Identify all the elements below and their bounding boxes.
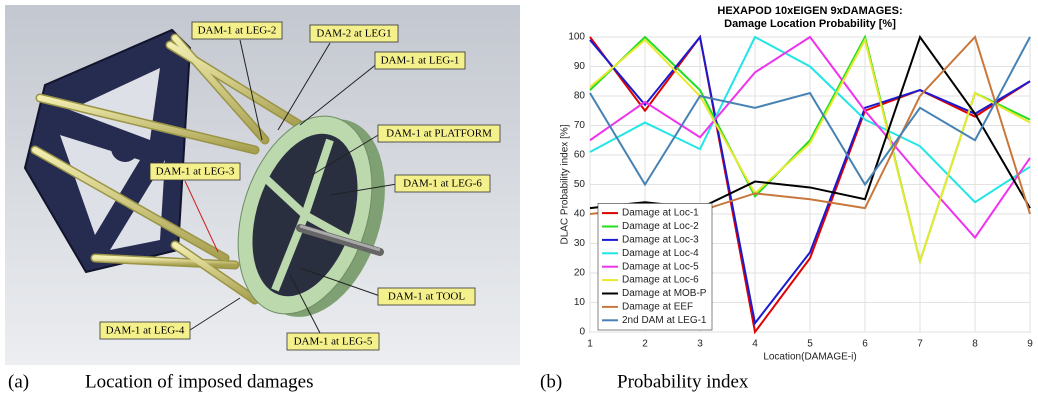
caption-tag: (b) [540, 371, 562, 392]
legend-label: Damage at Loc-4 [622, 248, 699, 259]
damage-label: DAM-1 at LEG-1 [381, 55, 460, 67]
legend-label: Damage at Loc-1 [622, 208, 699, 219]
x-tick-label: 8 [972, 339, 978, 350]
damage-label: DAM-1 at LEG-5 [294, 336, 373, 348]
x-tick-label: 3 [697, 339, 703, 350]
x-tick-label: 1 [587, 339, 593, 350]
y-tick-label: 30 [574, 238, 586, 249]
damage-label: DAM-1 at LEG-6 [403, 178, 482, 190]
x-tick-label: 9 [1027, 339, 1033, 350]
y-tick-label: 70 [574, 120, 586, 131]
damage-label: DAM-1 at LEG-4 [106, 325, 185, 337]
x-axis-label: Location(DAMAGE-i) [763, 352, 856, 363]
damage-label: DAM-1 at PLATFORM [386, 128, 492, 140]
damage-label: DAM-1 at LEG-3 [156, 166, 235, 178]
legend-label: Damage at MOB-P [622, 288, 707, 299]
x-tick-label: 5 [807, 339, 813, 350]
legend-label: Damage at EEF [622, 302, 693, 313]
legend-label: Damage at Loc-5 [622, 261, 699, 272]
chart-subtitle: Damage Location Probability [%] [724, 18, 896, 30]
legend-label: Damage at Loc-3 [622, 235, 699, 246]
caption: Probability index [617, 371, 749, 392]
y-tick-label: 90 [574, 61, 586, 72]
damage-label: DAM-2 at LEG1 [316, 28, 391, 40]
caption-tag: (a) [8, 371, 29, 392]
damage-label: DAM-1 at TOOL [388, 291, 465, 303]
y-tick-label: 40 [574, 209, 586, 220]
chart-title: HEXAPOD 10xEIGEN 9xDAMAGES: [717, 5, 902, 17]
y-axis-label: DLAC Probability index [%] [560, 124, 571, 244]
figure: DAM-1 at LEG-2 DAM-2 at LEG1 DAM-1 at LEG-… [0, 0, 1038, 403]
y-tick-label: 80 [574, 91, 586, 102]
y-tick-label: 10 [574, 297, 586, 308]
y-tick-label: 60 [574, 150, 586, 161]
legend-label: 2nd DAM at LEG-1 [622, 315, 707, 326]
legend-label: Damage at Loc-6 [622, 275, 699, 286]
x-tick-label: 7 [917, 339, 923, 350]
y-tick-label: 50 [574, 179, 586, 190]
legend-label: Damage at Loc-2 [622, 221, 699, 232]
caption: Location of imposed damages [85, 371, 313, 392]
chart: 0 10 20 30 40 50 60 70 80 90 100 1 2 3 4 5 6 7 8 9 HEXAPOD 1… [560, 5, 1034, 363]
y-tick-label: 100 [568, 32, 585, 43]
x-tick-label: 2 [642, 339, 648, 350]
y-tick-label: 0 [579, 327, 585, 338]
x-tick-label: 6 [862, 339, 868, 350]
damage-label: DAM-1 at LEG-2 [198, 25, 277, 37]
x-tick-label: 4 [752, 339, 758, 350]
y-tick-label: 20 [574, 268, 586, 279]
